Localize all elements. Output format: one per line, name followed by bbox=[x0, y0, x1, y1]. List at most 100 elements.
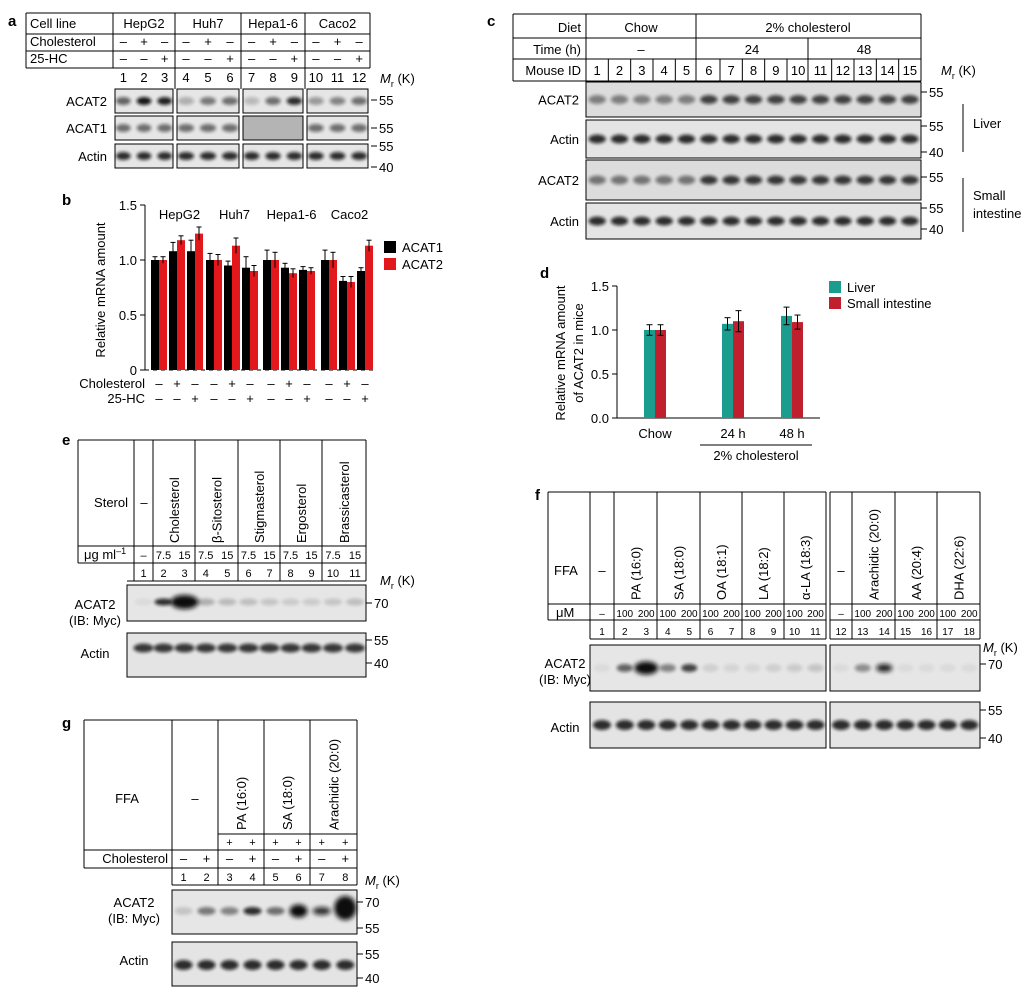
ffa-none: – bbox=[191, 791, 199, 806]
band bbox=[633, 134, 651, 144]
band bbox=[178, 97, 194, 105]
y-axis-label-1: Relative mRNA amount bbox=[553, 285, 568, 420]
lane-number: 10 bbox=[309, 70, 323, 85]
lane-number: 8 bbox=[287, 568, 293, 580]
blot-label: Actin bbox=[550, 214, 579, 229]
band bbox=[588, 216, 606, 226]
lane-number: 7 bbox=[248, 70, 255, 85]
lane-number: 5 bbox=[204, 70, 211, 85]
band bbox=[901, 175, 919, 185]
blot-label: ACAT1 bbox=[66, 121, 107, 136]
band bbox=[834, 216, 852, 226]
dose-value: 100 bbox=[702, 609, 719, 620]
band bbox=[136, 152, 152, 160]
y-tick-label: 1.0 bbox=[591, 323, 609, 338]
chol-sign: – bbox=[303, 376, 311, 391]
bar-acat2 bbox=[307, 271, 315, 370]
hc-sign: – bbox=[248, 51, 256, 66]
lane-number: 12 bbox=[835, 627, 847, 638]
band bbox=[789, 175, 807, 185]
bar-acat2 bbox=[271, 260, 279, 370]
chol-sign: + bbox=[228, 376, 236, 391]
group-label: Caco2 bbox=[331, 207, 369, 222]
bar-acat2 bbox=[159, 260, 167, 370]
group-label: Huh7 bbox=[219, 207, 250, 222]
chol-sign: – bbox=[226, 851, 234, 866]
band bbox=[832, 720, 850, 730]
bar-acat1 bbox=[169, 251, 177, 370]
dose-value: 200 bbox=[961, 609, 978, 620]
lane-number: 8 bbox=[750, 627, 756, 638]
bar-acat2 bbox=[347, 282, 355, 370]
lane-number: 11 bbox=[349, 568, 360, 580]
blot-label: ACAT2 bbox=[538, 173, 579, 188]
hc-sign: + bbox=[291, 51, 299, 66]
band bbox=[677, 216, 696, 226]
mouse-id: 3 bbox=[638, 63, 645, 78]
band bbox=[637, 720, 656, 730]
band bbox=[807, 664, 824, 672]
band bbox=[116, 97, 131, 105]
tissue-liver: Liver bbox=[973, 116, 1002, 131]
band bbox=[633, 216, 651, 226]
hc-sign: – bbox=[228, 391, 236, 406]
chol-sign: – bbox=[272, 851, 280, 866]
band bbox=[786, 664, 803, 672]
band bbox=[220, 907, 239, 915]
bar-acat1 bbox=[242, 267, 250, 370]
lane-number: 17 bbox=[942, 627, 954, 638]
panel-letter-b: b bbox=[62, 192, 71, 209]
band bbox=[334, 896, 357, 920]
band bbox=[134, 598, 153, 606]
marker-label: 55 bbox=[929, 119, 943, 134]
y-tick-label: 1.0 bbox=[119, 253, 137, 268]
mouse-id: 1 bbox=[594, 63, 601, 78]
lane-number: 14 bbox=[879, 627, 891, 638]
legend-swatch-small-intestine bbox=[829, 297, 841, 309]
marker-label: 40 bbox=[929, 145, 943, 160]
ffa-sign: + bbox=[295, 837, 301, 849]
dose-value: 100 bbox=[616, 609, 633, 620]
lane-number: 6 bbox=[226, 70, 233, 85]
band bbox=[806, 720, 825, 730]
ffa-sign: + bbox=[249, 837, 255, 849]
marker-label: 55 bbox=[379, 93, 393, 108]
lane-number: 8 bbox=[342, 872, 348, 884]
dose-value: 15 bbox=[349, 550, 361, 562]
dose-value: 200 bbox=[807, 609, 824, 620]
band bbox=[789, 134, 807, 144]
hc-sign: + bbox=[226, 51, 234, 66]
marker-label: 55 bbox=[374, 633, 388, 648]
mouse-id: 7 bbox=[728, 63, 735, 78]
band bbox=[286, 152, 303, 160]
bar-acat2 bbox=[329, 260, 337, 370]
mouse-id: 12 bbox=[836, 63, 850, 78]
mouse-id: 11 bbox=[814, 63, 828, 78]
dose-value: 100 bbox=[744, 609, 761, 620]
ffa-sign: + bbox=[342, 837, 348, 849]
lane-number: 3 bbox=[226, 872, 232, 884]
marker-label: 40 bbox=[929, 222, 943, 237]
hc-sign: – bbox=[334, 51, 342, 66]
lane-number: 1 bbox=[599, 627, 605, 638]
lane-number: 6 bbox=[245, 568, 251, 580]
chol-sign: + bbox=[334, 34, 342, 49]
band bbox=[878, 134, 897, 144]
band bbox=[811, 95, 830, 104]
hc-sign: – bbox=[267, 391, 275, 406]
dose-value: 200 bbox=[638, 609, 655, 620]
chol-sign: – bbox=[120, 34, 128, 49]
header-ffa: FFA bbox=[115, 791, 139, 806]
band bbox=[901, 216, 919, 226]
band bbox=[174, 907, 193, 915]
dose-value: 100 bbox=[854, 609, 871, 620]
band bbox=[243, 960, 262, 970]
marker-label: 55 bbox=[929, 85, 943, 100]
band bbox=[222, 124, 238, 132]
band bbox=[634, 661, 659, 675]
band bbox=[222, 152, 238, 160]
band bbox=[336, 960, 355, 970]
band bbox=[744, 664, 761, 672]
header-cholesterol: Cholesterol bbox=[102, 851, 168, 866]
panel-letter-d: d bbox=[540, 265, 549, 282]
